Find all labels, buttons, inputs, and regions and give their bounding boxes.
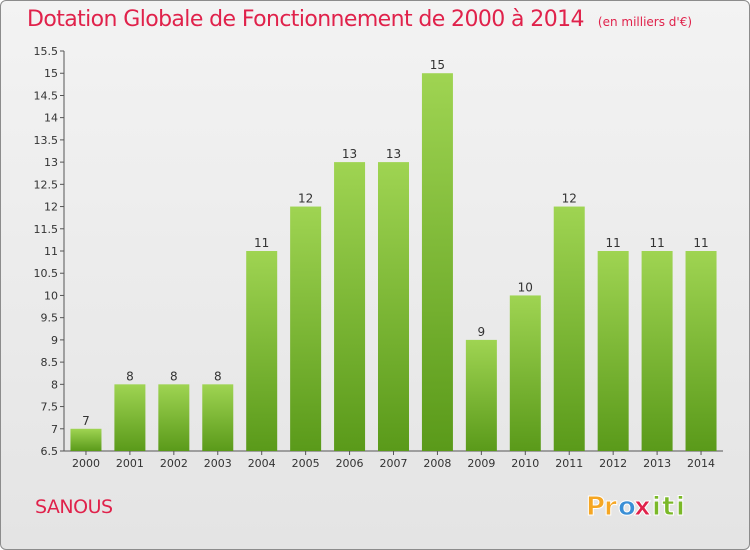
y-tick-label: 14.5 bbox=[34, 89, 59, 102]
bar-value-label: 12 bbox=[298, 192, 313, 206]
bar-value-label: 7 bbox=[82, 414, 90, 428]
y-tick-label: 13.5 bbox=[34, 134, 59, 147]
y-tick-label: 11.5 bbox=[34, 223, 59, 236]
bar bbox=[641, 251, 673, 451]
y-tick-label: 13 bbox=[44, 156, 58, 169]
logo-letter: r bbox=[604, 492, 617, 522]
logo-letter: x bbox=[634, 492, 651, 522]
bar bbox=[158, 384, 190, 451]
bar bbox=[378, 162, 409, 451]
y-tick-label: 12 bbox=[44, 201, 58, 214]
bar bbox=[685, 251, 717, 451]
bar bbox=[509, 295, 541, 451]
bar-value-label: 11 bbox=[254, 236, 269, 250]
y-tick-label: 15 bbox=[44, 67, 58, 80]
bar bbox=[465, 339, 497, 451]
x-tick-label: 2004 bbox=[248, 457, 276, 470]
chart-subtitle: (en milliers d'€) bbox=[597, 15, 693, 29]
y-tick-label: 9.5 bbox=[41, 312, 59, 325]
bar bbox=[597, 251, 629, 451]
commune-name: SANOUS bbox=[35, 496, 113, 518]
y-tick-label: 8.5 bbox=[41, 356, 59, 369]
logo-letter: i bbox=[652, 492, 661, 522]
x-tick-label: 2003 bbox=[204, 457, 232, 470]
chart-title: Dotation Globale de Fonctionnement de 20… bbox=[27, 7, 692, 32]
bar bbox=[114, 384, 146, 451]
y-tick-label: 9 bbox=[51, 334, 58, 347]
bar bbox=[70, 428, 102, 451]
x-tick-label: 2002 bbox=[160, 457, 188, 470]
bar bbox=[202, 384, 234, 451]
bar bbox=[421, 73, 453, 451]
x-tick-label: 2013 bbox=[643, 457, 671, 470]
y-tick-label: 7.5 bbox=[41, 401, 59, 414]
bar bbox=[290, 206, 322, 451]
x-tick-label: 2005 bbox=[292, 457, 320, 470]
bar-value-label: 15 bbox=[430, 58, 445, 72]
bar-value-label: 10 bbox=[518, 280, 533, 294]
x-tick-label: 2006 bbox=[336, 457, 364, 470]
proxiti-logo: Pr ox i t i bbox=[586, 492, 686, 523]
logo-letter: o bbox=[618, 492, 636, 522]
x-tick-label: 2008 bbox=[423, 457, 451, 470]
y-tick-label: 6.5 bbox=[41, 445, 59, 458]
bar bbox=[246, 251, 278, 451]
x-tick-label: 2000 bbox=[72, 457, 100, 470]
x-tick-label: 2012 bbox=[599, 457, 627, 470]
x-tick-label: 2011 bbox=[555, 457, 583, 470]
y-tick-label: 12.5 bbox=[34, 178, 59, 191]
y-tick-label: 8 bbox=[51, 378, 58, 391]
bar-value-label: 12 bbox=[562, 192, 577, 206]
bar-value-label: 8 bbox=[126, 369, 134, 383]
y-tick-label: 15.5 bbox=[34, 45, 59, 58]
x-tick-label: 2007 bbox=[380, 457, 408, 470]
x-tick-label: 2010 bbox=[511, 457, 539, 470]
bar-value-label: 11 bbox=[606, 236, 621, 250]
bar-value-label: 13 bbox=[342, 147, 357, 161]
y-tick-label: 10.5 bbox=[34, 267, 59, 280]
bar bbox=[553, 206, 585, 451]
bar-value-label: 9 bbox=[478, 325, 486, 339]
y-tick-label: 14 bbox=[44, 112, 58, 125]
logo-letter: i bbox=[676, 492, 685, 522]
y-tick-label: 11 bbox=[44, 245, 58, 258]
y-tick-label: 10 bbox=[44, 289, 58, 302]
x-tick-label: 2009 bbox=[467, 457, 495, 470]
y-tick-label: 7 bbox=[51, 423, 58, 436]
bar-value-label: 13 bbox=[386, 147, 401, 161]
x-tick-label: 2014 bbox=[687, 457, 715, 470]
bar-value-label: 11 bbox=[693, 236, 708, 250]
bar-value-label: 11 bbox=[649, 236, 664, 250]
chart-title-text: Dotation Globale de Fonctionnement de 20… bbox=[27, 7, 585, 32]
bar-value-label: 8 bbox=[214, 369, 222, 383]
logo-letter: t bbox=[662, 492, 674, 522]
logo-letter: P bbox=[586, 492, 605, 522]
bar bbox=[334, 162, 366, 451]
x-tick-label: 2001 bbox=[116, 457, 144, 470]
bar-value-label: 8 bbox=[170, 369, 178, 383]
